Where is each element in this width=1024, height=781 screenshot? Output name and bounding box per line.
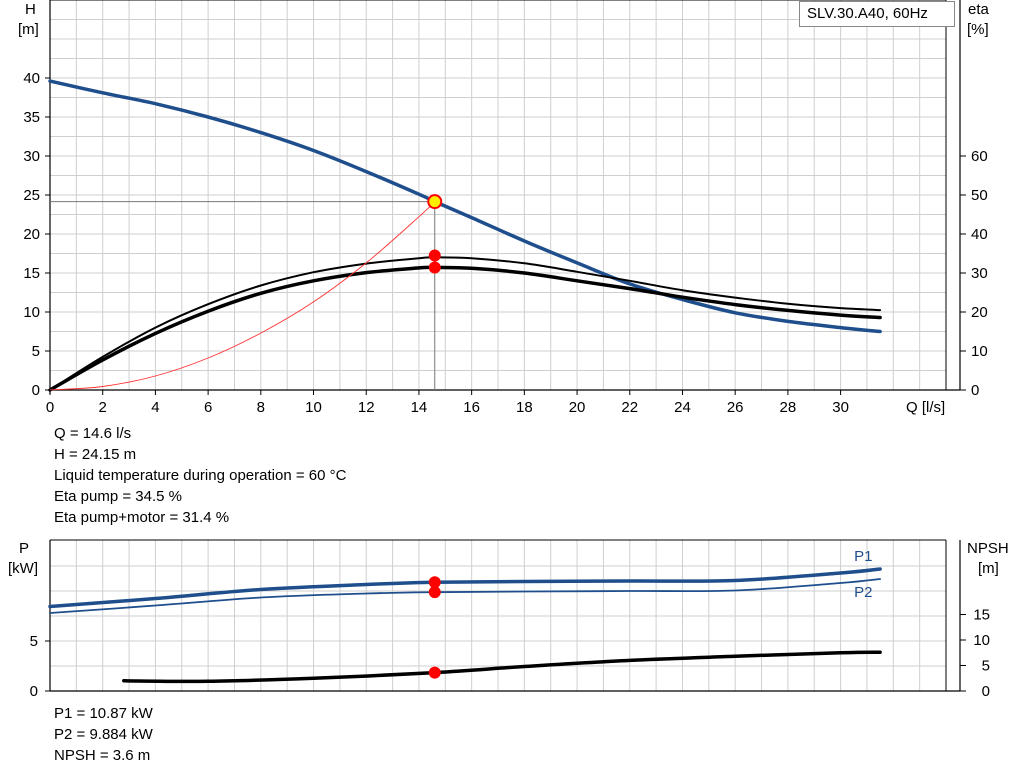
series-line-1 (49, 256, 882, 391)
y-right-tick-label: 20 (971, 304, 988, 321)
p1-point (428, 576, 441, 589)
npsh-tick-label: 5 (982, 658, 990, 675)
x-tick-label: 20 (569, 399, 586, 416)
x-tick-label: 10 (305, 399, 322, 416)
y-left-tick-label: 40 (23, 70, 40, 87)
npsh-axis-label: NPSH (967, 540, 1009, 557)
y-left-label: H (25, 1, 36, 18)
eta-pump-motor-point (428, 261, 441, 274)
power-axis-label: P (19, 540, 29, 557)
x-tick-label: 2 (99, 399, 107, 416)
npsh-tick-label: 0 (982, 683, 990, 700)
series-line-0 (48, 79, 882, 334)
series-label-p1: P1 (854, 548, 872, 565)
x-tick-label: 18 (516, 399, 533, 416)
eta-pump-point (428, 249, 441, 262)
bottom-series-line-2 (122, 650, 882, 684)
info-eta-pump-motor: Eta pump+motor = 31.4 % (54, 509, 230, 526)
info-p2: P2 = 9.884 kW (54, 726, 153, 743)
y-right-tick-label: 30 (971, 265, 988, 282)
y-right-tick-label: 50 (971, 187, 988, 204)
duty-point (427, 194, 443, 210)
power-info: P1 = 10.87 kW P2 = 9.884 kW NPSH = 3.6 m (54, 703, 153, 766)
npsh-tick-label: 10 (973, 632, 990, 649)
power-npsh-chart: P1 P2 0 5 0 5 10 15 P [kW] NPSH [m] (8, 539, 1009, 701)
y-right-tick-label: 0 (971, 382, 979, 399)
top-series (48, 79, 882, 392)
npsh-point (428, 666, 441, 679)
info-eta-pump: Eta pump = 34.5 % (54, 488, 182, 505)
x-axis-label: Q [l/s] (906, 399, 945, 416)
x-tick-label: 6 (204, 399, 212, 416)
series-line-3 (49, 201, 436, 391)
info-head: H = 24.15 m (54, 446, 137, 463)
y-right-tick-label: 10 (971, 343, 988, 360)
bottom-series-line-0 (48, 567, 882, 609)
info-liquid-temperature: Liquid temperature during operation = 60… (54, 467, 347, 484)
info-flow: Q = 14.6 l/s (54, 425, 132, 442)
x-tick-label: 24 (674, 399, 691, 416)
y-right-label: eta (968, 1, 990, 18)
x-tick-label: 8 (257, 399, 265, 416)
head-efficiency-chart: 0 2 4 6 8 10 12 14 16 18 20 22 24 26 28 300510152025303… (18, 0, 990, 416)
series-line-2 (48, 265, 882, 392)
bottom-series-line-1 (49, 578, 881, 614)
bottom-grid (49, 539, 961, 692)
x-tick-label: 12 (358, 399, 375, 416)
y-left-tick-label: 20 (23, 226, 40, 243)
power-axis-unit: [kW] (8, 560, 38, 577)
npsh-axis-unit: [m] (978, 560, 999, 577)
y-left-unit: [m] (18, 21, 39, 38)
top-grid (49, 0, 961, 394)
bottom-series: P1 P2 (48, 548, 882, 684)
pump-model-label: SLV.30.A40, 60Hz (799, 1, 955, 27)
y-left-tick-label: 30 (23, 148, 40, 165)
x-tick-label: 14 (411, 399, 428, 416)
y-left-tick-label: 0 (32, 382, 40, 399)
bottom-tick-labels: 0 5 0 5 10 15 (30, 607, 990, 701)
x-tick-label: 30 (832, 399, 849, 416)
x-tick-label: 0 (46, 399, 54, 416)
x-tick-label: 4 (151, 399, 159, 416)
y-left-tick-label: 5 (32, 343, 40, 360)
p2-point (428, 586, 441, 599)
y-right-tick-label: 60 (971, 148, 988, 165)
power-tick-label: 5 (30, 633, 38, 650)
x-tick-label: 16 (463, 399, 480, 416)
y-left-tick-label: 25 (23, 187, 40, 204)
x-tick-label: 22 (621, 399, 638, 416)
operating-point-info: Q = 14.6 l/s H = 24.15 m Liquid temperat… (54, 423, 346, 528)
y-right-tick-label: 40 (971, 226, 988, 243)
x-tick-label: 26 (727, 399, 744, 416)
y-left-tick-label: 35 (23, 109, 40, 126)
y-left-tick-label: 10 (23, 304, 40, 321)
power-tick-label: 0 (30, 683, 38, 700)
y-left-tick-label: 15 (23, 265, 40, 282)
series-label-p2: P2 (854, 584, 872, 601)
npsh-tick-label: 15 (973, 607, 990, 624)
y-right-unit: [%] (967, 21, 989, 38)
top-tick-labels: 0 2 4 6 8 10 12 14 16 18 20 22 24 26 28 300510152025303… (23, 70, 987, 416)
info-p1: P1 = 10.87 kW (54, 705, 153, 722)
x-tick-label: 28 (780, 399, 797, 416)
info-npsh: NPSH = 3.6 m (54, 747, 151, 764)
